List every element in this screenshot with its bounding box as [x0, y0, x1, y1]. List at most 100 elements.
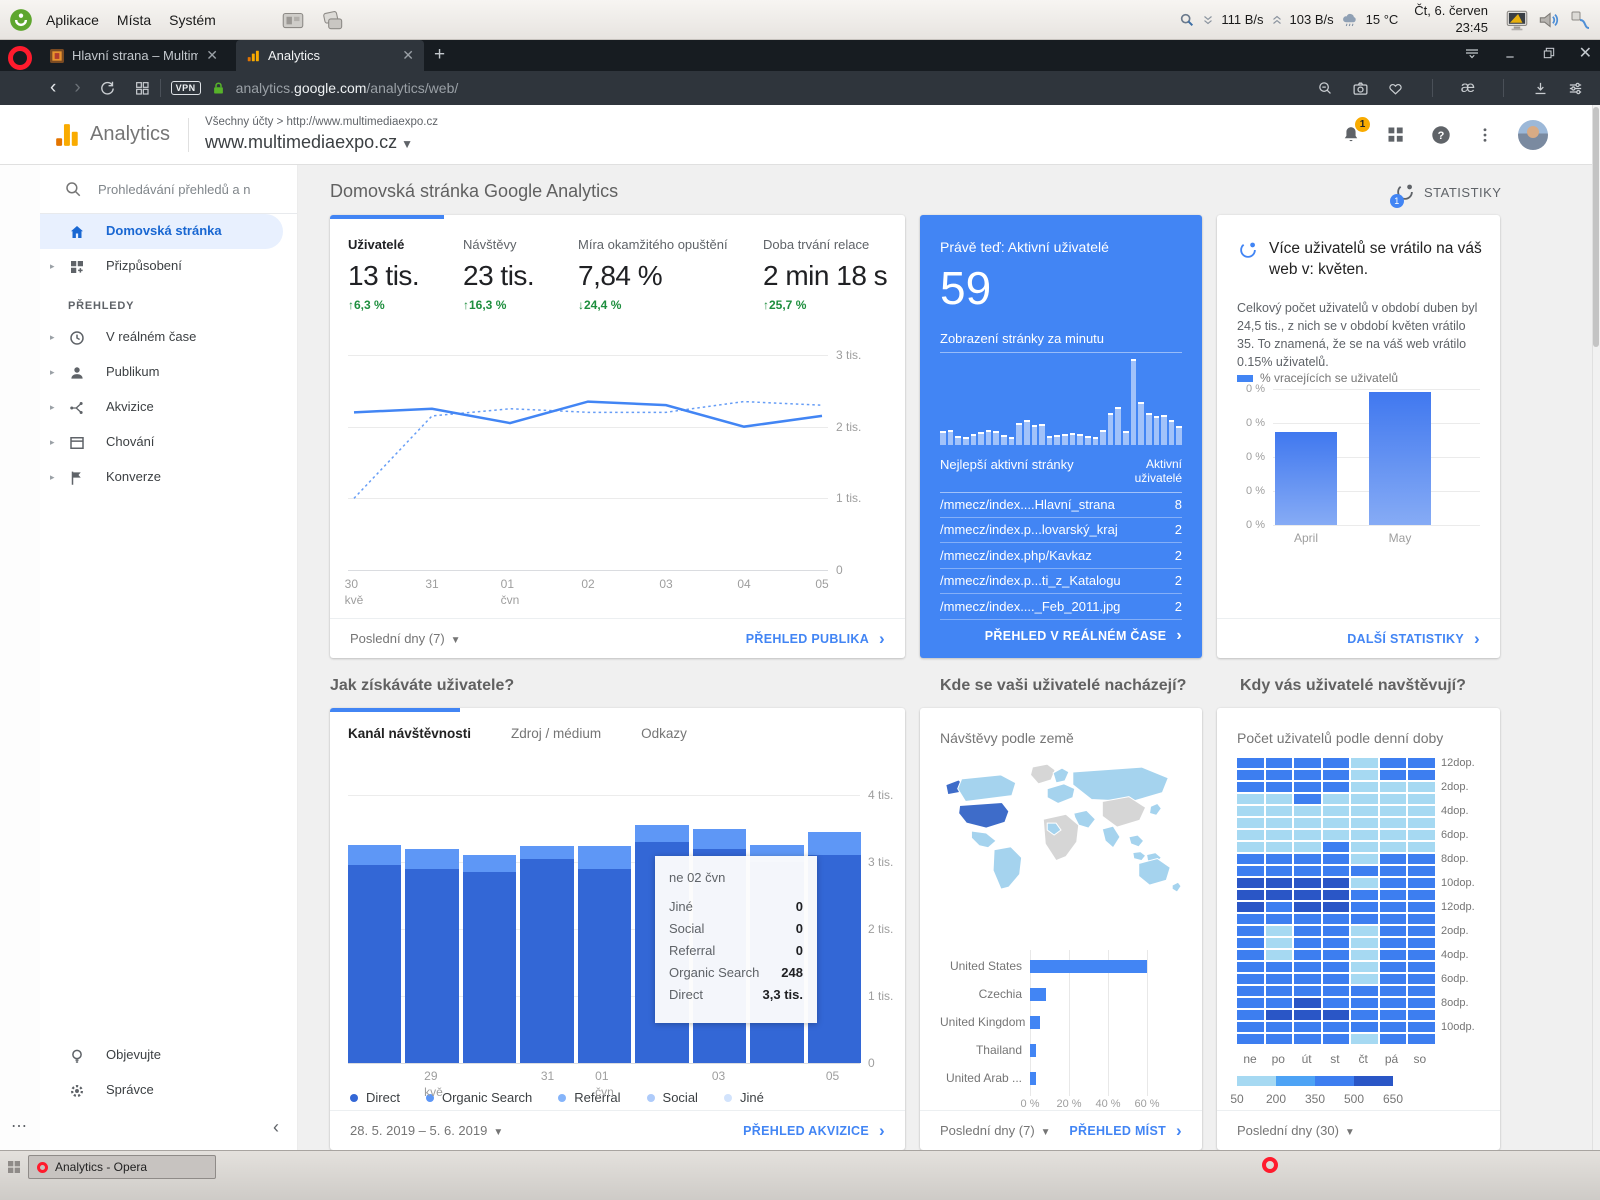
sidebar-item-discover[interactable]: Objevujte [40, 1038, 297, 1073]
more-vertical-icon[interactable] [1476, 126, 1494, 144]
overview-range-dropdown[interactable]: Poslední dny (7) ▼ [350, 631, 461, 646]
country-row[interactable]: United Kingdom [940, 1008, 1182, 1036]
sidebar-item-conversions[interactable]: ▸ Konverze [40, 460, 297, 495]
expand-arrow-icon[interactable]: ▸ [50, 472, 55, 482]
menu-system[interactable]: Systém [169, 11, 216, 28]
legend-item[interactable]: Organic Search [425, 1090, 532, 1105]
downloads-icon[interactable] [1532, 80, 1549, 97]
secure-lock-icon[interactable] [211, 81, 226, 96]
users-by-time-heatmap[interactable] [1237, 758, 1435, 1044]
metric-1[interactable]: Návštěvy 23 tis. ↑16,3 % [463, 237, 535, 312]
tab2-close-icon[interactable]: ✕ [402, 47, 414, 63]
legend-item[interactable]: Referral [558, 1090, 621, 1105]
visits-by-country-bars[interactable]: United States Czechia United Kingdom Thaila… [940, 952, 1182, 1092]
ga-logo[interactable]: Analytics [54, 122, 170, 148]
country-row[interactable]: United States [940, 952, 1182, 980]
active-page-row[interactable]: /mmecz/index.php/Kavkaz 2 [940, 543, 1182, 569]
help-icon[interactable]: ? [1430, 124, 1452, 146]
sidebar-item-behavior[interactable]: ▸ Chování [40, 425, 297, 460]
expand-arrow-icon[interactable]: ▸ [50, 332, 55, 342]
time-range-dropdown[interactable]: Poslední dny (30) ▼ [1237, 1123, 1355, 1138]
sidebar-collapse-icon[interactable]: ‹ [273, 1117, 279, 1137]
series-previous[interactable] [353, 400, 823, 499]
expand-arrow-icon[interactable]: ▸ [50, 402, 55, 412]
expand-arrow-icon[interactable]: ▸ [50, 437, 55, 447]
day-bar[interactable] [577, 795, 632, 1063]
tab-referrals[interactable]: Odkazy [641, 726, 687, 741]
audience-overview-link[interactable]: PŘEHLED PUBLIKA › [745, 628, 885, 648]
active-page-row[interactable]: /mmecz/index.p...lovarský_kraj 2 [940, 518, 1182, 543]
tab-source-medium[interactable]: Zdroj / médium [511, 726, 602, 741]
active-page-row[interactable]: /mmecz/index.p...ti_z_Katalogu 2 [940, 569, 1182, 594]
metric-0[interactable]: Uživatelé 13 tis. ↑6,3 % [348, 237, 420, 312]
bar-april[interactable] [1275, 432, 1337, 525]
insights-button[interactable]: 1 STATISTIKY [1390, 181, 1501, 208]
show-desktop-icon[interactable] [6, 1159, 22, 1175]
vpn-badge[interactable]: VPN [170, 81, 201, 95]
bookmark-heart-icon[interactable] [1387, 80, 1404, 97]
geo-report-link[interactable]: PŘEHLED MÍST › [1069, 1120, 1182, 1140]
forward-icon[interactable]: › [74, 77, 81, 98]
volume-icon[interactable] [1536, 7, 1562, 33]
realtime-report-link[interactable]: PŘEHLED V REÁLNÉM ČASE › [984, 627, 1182, 644]
sidebar-overflow-icon[interactable]: ⋯ [11, 1118, 28, 1135]
my-flow-icon[interactable]: æ [1460, 79, 1475, 96]
geo-range-dropdown[interactable]: Poslední dny (7) ▼ [940, 1123, 1051, 1138]
menu-places[interactable]: Místa [116, 11, 152, 28]
browser-tab-2-active[interactable]: Analytics ✕ [236, 40, 424, 71]
expand-arrow-icon[interactable]: ▸ [50, 261, 55, 271]
country-row[interactable]: Czechia [940, 980, 1182, 1008]
acquisition-report-link[interactable]: PŘEHLED AKVIZICE › [743, 1120, 885, 1140]
network-cable-icon[interactable] [1568, 8, 1592, 32]
active-page-row[interactable]: /mmecz/index....Hlavní_strana 8 [940, 492, 1182, 518]
snapshot-camera-icon[interactable] [1352, 80, 1369, 97]
sidebar-item-audience[interactable]: ▸ Publikum [40, 355, 297, 390]
close-window-icon[interactable]: ✕ [1578, 45, 1592, 62]
sidebar-item-realtime[interactable]: ▸ V reálném čase [40, 320, 297, 355]
speed-dial-icon[interactable] [134, 80, 150, 96]
launcher-icon-2[interactable] [320, 7, 346, 33]
display-settings-icon[interactable] [1504, 7, 1530, 33]
sidebar-item-admin[interactable]: Správce [40, 1073, 297, 1108]
menu-applications[interactable]: Aplikace [46, 11, 99, 28]
tab1-close-icon[interactable]: ✕ [206, 47, 218, 63]
new-tab-button[interactable]: + [434, 44, 446, 65]
page-scrollbar[interactable] [1592, 105, 1600, 1150]
sidebar-item-acquisition[interactable]: ▸ Akvizice [40, 390, 297, 425]
sidebar-item-customize[interactable]: ▸ Přizpůsobení [40, 249, 297, 284]
clock[interactable]: Čt, 6. červen 23:45 [1414, 3, 1488, 35]
more-insights-link[interactable]: DALŠÍ STATISTIKY › [1347, 628, 1480, 648]
tab-channels[interactable]: Kanál návštěvnosti [348, 726, 472, 741]
minimize-icon[interactable] [1503, 45, 1519, 61]
day-bar[interactable] [348, 795, 402, 1063]
launcher-icon-1[interactable] [280, 7, 306, 33]
legend-item[interactable]: Jiné [723, 1090, 764, 1105]
restore-icon[interactable] [1541, 45, 1557, 61]
day-bar[interactable] [462, 795, 517, 1063]
breadcrumb[interactable]: Všechny účty > http://www.multimediaexpo… [205, 115, 439, 128]
taskbar-window-button[interactable]: Analytics - Opera [28, 1155, 216, 1179]
tray-opera-icon[interactable] [1262, 1157, 1278, 1173]
pageviews-minute-bars[interactable] [940, 357, 1182, 445]
scrollbar-thumb[interactable] [1593, 107, 1599, 347]
sidebar-item-home[interactable]: Domovská stránka [40, 214, 283, 249]
url-text[interactable]: analytics.google.com/analytics/web/ [235, 80, 459, 96]
active-page-row[interactable]: /mmecz/index...._Feb_2011.jpg 2 [940, 594, 1182, 620]
world-map[interactable] [938, 758, 1184, 908]
notifications-bell-icon[interactable]: 1 [1340, 116, 1370, 146]
legend-item[interactable]: Social [646, 1090, 698, 1105]
expand-arrow-icon[interactable]: ▸ [50, 367, 55, 377]
day-bar[interactable] [520, 795, 574, 1063]
series-current[interactable] [353, 400, 823, 428]
acquisition-range-dropdown[interactable]: 28. 5. 2019 – 5. 6. 2019 ▼ [350, 1123, 504, 1138]
day-bar[interactable] [405, 795, 459, 1063]
browser-tab-1[interactable]: Hlavní strana – Multim ✕ [40, 40, 228, 71]
apps-grid-icon[interactable] [1386, 125, 1406, 145]
easy-setup-icon[interactable] [1567, 80, 1584, 97]
metric-3[interactable]: Doba trvání relace 2 min 18 s ↑25,7 % [763, 237, 888, 312]
reload-icon[interactable] [99, 80, 116, 97]
bar-may[interactable] [1369, 392, 1431, 525]
tab-menu-icon[interactable] [1463, 44, 1481, 62]
legend-item[interactable]: Direct [350, 1090, 400, 1105]
country-row[interactable]: Thailand [940, 1036, 1182, 1064]
